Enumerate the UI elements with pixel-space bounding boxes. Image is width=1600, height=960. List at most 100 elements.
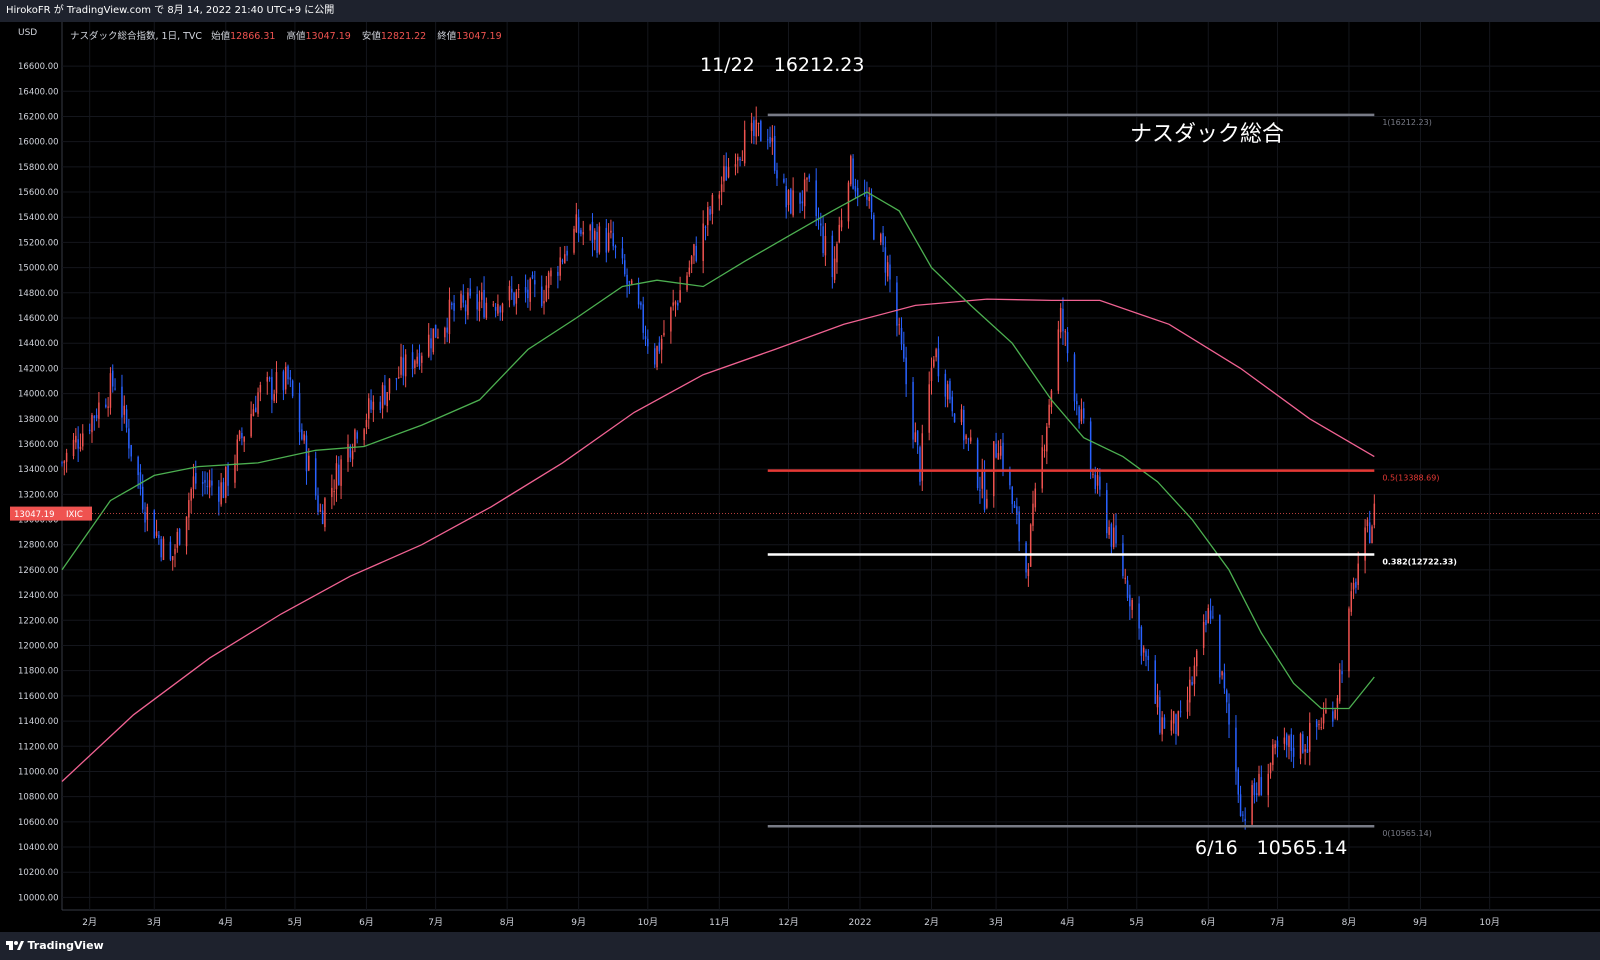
candle-body: [1304, 749, 1306, 752]
candle-body: [790, 189, 792, 214]
candle-body: [783, 178, 785, 183]
candle-body: [1099, 476, 1101, 490]
candle-body: [1364, 527, 1366, 561]
candle-body: [220, 482, 222, 505]
publish-bar: HirokoFR が TradingView.com で 8月 14, 2022…: [0, 0, 1600, 22]
candle-body: [838, 224, 840, 243]
candle: [524, 274, 527, 303]
candle-body: [591, 221, 594, 244]
candle: [916, 430, 919, 454]
candle-body: [222, 482, 225, 498]
candle: [446, 317, 448, 343]
tradingview-logo[interactable]: TradingView: [6, 939, 104, 952]
candle: [1209, 598, 1212, 624]
candle-body: [1175, 714, 1177, 735]
candle-body: [1066, 332, 1069, 354]
candle: [870, 188, 873, 220]
candle-body: [979, 489, 981, 491]
candle-body: [660, 338, 663, 350]
candle-body: [928, 384, 930, 433]
candle-body: [201, 482, 204, 484]
candle: [1193, 657, 1196, 697]
candle: [596, 223, 598, 258]
candle: [986, 489, 988, 510]
candle: [1013, 501, 1016, 509]
candle: [1336, 694, 1339, 721]
candle: [77, 426, 79, 462]
candle-body: [773, 136, 776, 171]
candle-body: [1205, 619, 1207, 626]
price-chart[interactable]: USD 16600.00 16400.00 16200.00 16000.00 15800…: [0, 22, 1600, 932]
candle-body: [1106, 490, 1108, 534]
candle-body: [935, 349, 937, 358]
candle-body: [225, 466, 227, 498]
candle-body: [653, 348, 656, 365]
y-tick-label: 15800.00: [18, 163, 59, 173]
candle: [1156, 683, 1159, 715]
candle: [93, 415, 96, 431]
candle: [626, 268, 628, 298]
candle-body: [566, 250, 568, 256]
candle-body: [953, 413, 956, 423]
candle-body: [767, 139, 769, 141]
candle-body: [1115, 525, 1117, 544]
candle-body: [469, 288, 471, 296]
candle-body: [1237, 769, 1240, 795]
fib-label: 1(16212.23): [1382, 118, 1432, 127]
candle-body: [1186, 699, 1189, 712]
candle-body: [72, 439, 75, 457]
candle: [418, 344, 421, 370]
candle: [517, 284, 520, 299]
candle: [644, 325, 647, 346]
candle-body: [693, 244, 695, 256]
candle: [250, 401, 252, 438]
candle-body: [349, 445, 352, 458]
x-tick-label: 8月: [500, 917, 515, 928]
candle-body: [727, 167, 730, 178]
candle: [718, 190, 721, 211]
candle-body: [1260, 777, 1263, 796]
candle-body: [670, 307, 672, 332]
candle: [930, 357, 933, 395]
candle-body: [483, 289, 485, 318]
candle: [808, 173, 811, 183]
candle-body: [1145, 650, 1147, 657]
candle: [1283, 727, 1286, 751]
candle-body: [301, 429, 303, 440]
candle: [331, 474, 333, 510]
candle-body: [690, 256, 693, 265]
candle-body: [1285, 734, 1288, 746]
x-tick-label: 2月: [924, 917, 939, 928]
candle-body: [427, 334, 430, 357]
low-value: 12821.22: [380, 31, 427, 42]
candle-body: [743, 129, 746, 164]
candle: [1212, 605, 1214, 620]
candle: [61, 460, 63, 467]
chart-area[interactable]: USD 16600.00 16400.00 16200.00 16000.00 15800…: [0, 22, 1600, 932]
candle-body: [305, 435, 308, 472]
candle: [1242, 811, 1244, 822]
candle-body: [1221, 671, 1223, 676]
candle-body: [1341, 671, 1343, 675]
candle-body: [238, 431, 241, 439]
candle: [335, 455, 338, 502]
candle-body: [898, 324, 900, 326]
footer-bar: TradingView: [0, 932, 1600, 960]
y-tick-label: 15200.00: [18, 238, 59, 248]
candle: [873, 212, 875, 241]
candle-body: [367, 398, 370, 419]
candle: [1269, 762, 1272, 779]
candle-body: [1046, 426, 1048, 452]
candle-body: [418, 353, 421, 367]
open-value: 12866.31: [230, 31, 276, 42]
candle: [395, 377, 398, 391]
candle: [564, 245, 566, 264]
candle-body: [967, 438, 970, 440]
candle: [75, 428, 77, 450]
candle: [690, 255, 693, 274]
candle: [672, 289, 674, 311]
candle: [630, 278, 633, 286]
candle: [155, 519, 158, 538]
y-tick-label: 15600.00: [18, 188, 59, 198]
candle: [737, 153, 739, 174]
